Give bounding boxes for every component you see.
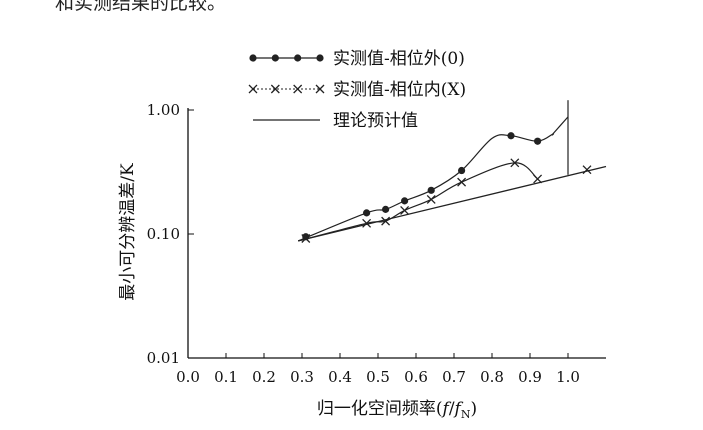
legend-item-1: 实测值-相位内(X) [248, 80, 466, 100]
top-caption-text: 和实测结果的比较。 [55, 0, 227, 14]
out-of-phase-point [507, 132, 515, 140]
theory-line [298, 165, 607, 242]
in-phase-point [362, 218, 372, 228]
in-phase-point [381, 216, 391, 226]
x-tick-label: 0.1 [214, 368, 238, 386]
y-tick-label: 1.00 [147, 101, 180, 119]
x-axis-label-main: 归一化空间频率( [317, 399, 443, 419]
legend-marker-x [248, 84, 258, 94]
x-tick-label: 0.9 [518, 368, 542, 386]
x-tick-label: 0.5 [366, 368, 390, 386]
x-tick-label: 0.7 [442, 368, 466, 386]
legend-marker-x [270, 84, 280, 94]
y-axis-label: 最小可分辨温差/K [118, 163, 138, 301]
legend-marker-dot [316, 54, 324, 62]
legend-label: 理论预计值 [333, 111, 418, 131]
out-of-phase-point [363, 209, 371, 217]
y-tick-label: 0.01 [147, 349, 180, 367]
chart-legend: 实测值-相位外(0) 实测值-相位内(X) 理论预计值 [248, 49, 466, 131]
x-tick-label: 1.0 [556, 368, 580, 386]
in-phase-point [457, 177, 467, 187]
chart-series-layer [297, 100, 607, 243]
in-phase-point [533, 174, 543, 184]
in-phase-point [426, 194, 436, 204]
x-tick-label: 0.3 [290, 368, 314, 386]
legend-label: 实测值-相位外(0) [333, 49, 465, 69]
in-phase-curve [298, 162, 539, 242]
legend-marker-dot [271, 54, 279, 62]
out-of-phase-point [382, 205, 390, 213]
x-axis-label-f2: f [453, 399, 464, 419]
series-0 [297, 100, 569, 242]
x-tick-label: 0.8 [480, 368, 504, 386]
x-axis-label-sub: N [461, 408, 471, 421]
x-axis-label-f1: f [441, 399, 452, 419]
x-axis-label: 归一化空间频率(f/fN) [317, 399, 477, 421]
x-tick-label: 0.0 [176, 368, 200, 386]
y-tick-label: 0.10 [147, 225, 180, 243]
x-tick-label: 0.2 [252, 368, 276, 386]
legend-item-2: 理论预计值 [253, 111, 418, 131]
series-2 [298, 165, 607, 242]
x-tick-label: 0.6 [404, 368, 428, 386]
x-tick-label: 0.4 [328, 368, 352, 386]
out-of-phase-curve [297, 116, 569, 242]
in-phase-point [582, 165, 592, 175]
legend-marker-x [293, 84, 303, 94]
legend-marker-x [315, 84, 325, 94]
in-phase-point [400, 205, 410, 215]
out-of-phase-point [534, 137, 542, 145]
x-axis-label-slash: / [449, 399, 455, 419]
legend-item-0: 实测值-相位外(0) [249, 49, 465, 69]
legend-label: 实测值-相位内(X) [333, 80, 466, 100]
out-of-phase-point [427, 186, 435, 194]
chart-axes: 0.0 0.1 0.2 0.3 0.4 0.5 0.6 0.7 0.8 0.9 1.0 0.01 0.1… [147, 101, 606, 386]
legend-marker-dot [249, 54, 257, 62]
in-phase-point [510, 158, 520, 168]
legend-marker-dot [294, 54, 302, 62]
out-of-phase-point [401, 197, 409, 205]
x-axis-label-close: ) [470, 399, 477, 419]
out-of-phase-point [458, 166, 466, 175]
